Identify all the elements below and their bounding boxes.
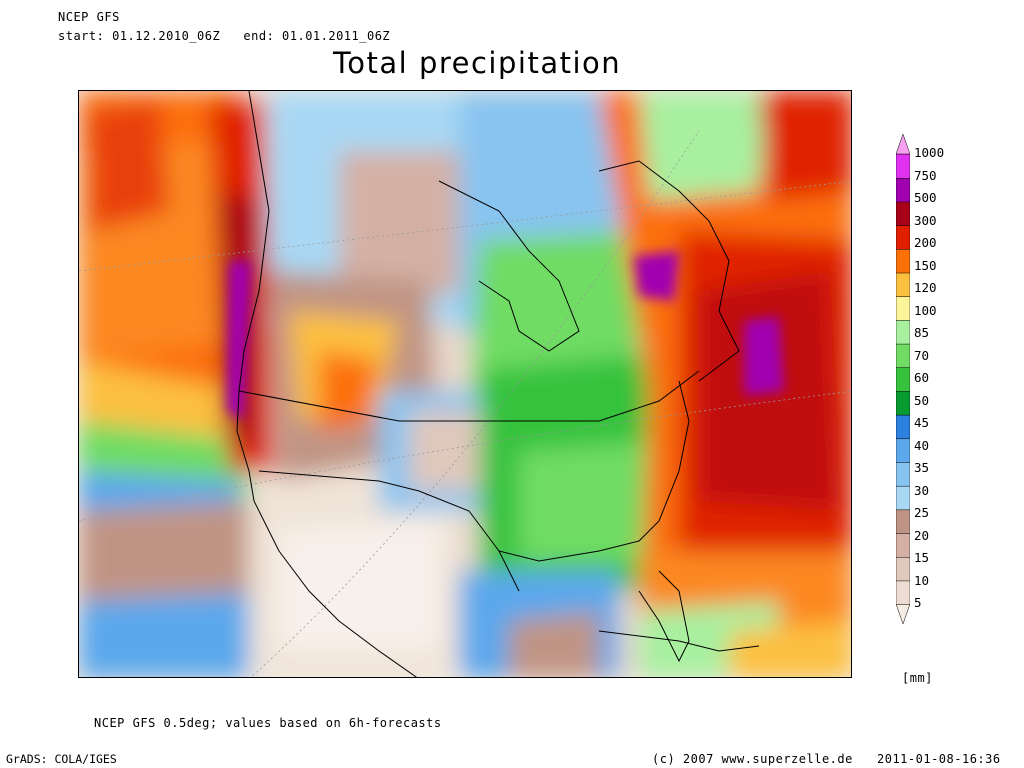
colorbar-bin xyxy=(895,390,911,416)
software-credit: GrADS: COLA/IGES xyxy=(6,752,117,766)
colorbar-tick-label: 100 xyxy=(914,302,937,318)
copyright: (c) 2007 www.superzelle.de xyxy=(652,752,853,766)
colorbar-tick-label: 150 xyxy=(914,257,937,273)
colorbar-tick-label: 45 xyxy=(914,415,930,430)
colorbar-bin xyxy=(895,295,911,321)
colorbar-tick-label: 20 xyxy=(914,527,930,543)
colorbar-tick-label: 85 xyxy=(914,325,930,340)
graticule xyxy=(79,130,851,677)
colorbar-tick-label: 750 xyxy=(914,167,937,183)
colorbar-tick-label: 25 xyxy=(914,505,930,520)
colorbar-tick-label: 300 xyxy=(914,212,937,228)
colorbar-tick-label: 15 xyxy=(914,550,930,565)
colorbar-bin xyxy=(895,556,911,582)
colorbar-bin xyxy=(895,272,911,297)
colorbar-tick-label: 50 xyxy=(914,392,930,408)
colorbar-bin xyxy=(895,461,911,487)
data-note: NCEP GFS 0.5deg; values based on 6h-fore… xyxy=(94,716,442,730)
colorbar-bin xyxy=(895,603,911,625)
colorbar-bin xyxy=(895,319,911,345)
precipitation-field xyxy=(79,91,851,677)
colorbar-tick-label: 1000 xyxy=(914,145,945,160)
colorbar-tick-label: 5 xyxy=(914,595,922,610)
colorbar-bin xyxy=(895,414,911,440)
colorbar-bin xyxy=(895,133,911,155)
colorbar-bin xyxy=(895,532,911,558)
colorbar-bin xyxy=(895,177,911,203)
colorbar-tick-label: 30 xyxy=(914,482,930,498)
colorbar-bin xyxy=(895,509,911,534)
colorbar-tick-label: 500 xyxy=(914,190,937,205)
model-name: NCEP GFS xyxy=(58,10,120,24)
colorbar-bin xyxy=(895,248,911,274)
timestamp: 2011-01-08-16:36 xyxy=(877,752,1001,766)
colorbar-bin xyxy=(895,437,911,463)
coastlines-and-borders xyxy=(236,91,760,677)
forecast-period: start: 01.12.2010_06Z end: 01.01.2011_06… xyxy=(58,29,391,43)
colorbar-tick-label: 200 xyxy=(914,235,937,250)
colorbar-tick-label: 120 xyxy=(914,280,937,295)
colorbar-tick-label: 60 xyxy=(914,370,930,385)
colorbar-bin xyxy=(895,366,911,392)
colorbar-tick-label: 10 xyxy=(914,572,930,588)
colorbar xyxy=(895,133,911,625)
colorbar-bin xyxy=(895,201,911,226)
colorbar-bin xyxy=(895,224,911,250)
colorbar-tick-label: 40 xyxy=(914,437,930,453)
unit-label: [mm] xyxy=(902,671,933,685)
colorbar-tick-label: 70 xyxy=(914,347,930,363)
colorbar-bin xyxy=(895,153,911,179)
precipitation-maxima xyxy=(227,251,784,421)
colorbar-bin xyxy=(895,343,911,369)
colorbar-tick-label: 35 xyxy=(914,460,930,475)
precipitation-map xyxy=(78,90,852,678)
map-title: Total precipitation xyxy=(333,46,622,80)
colorbar-bin xyxy=(895,580,911,605)
colorbar-bin xyxy=(895,485,911,511)
